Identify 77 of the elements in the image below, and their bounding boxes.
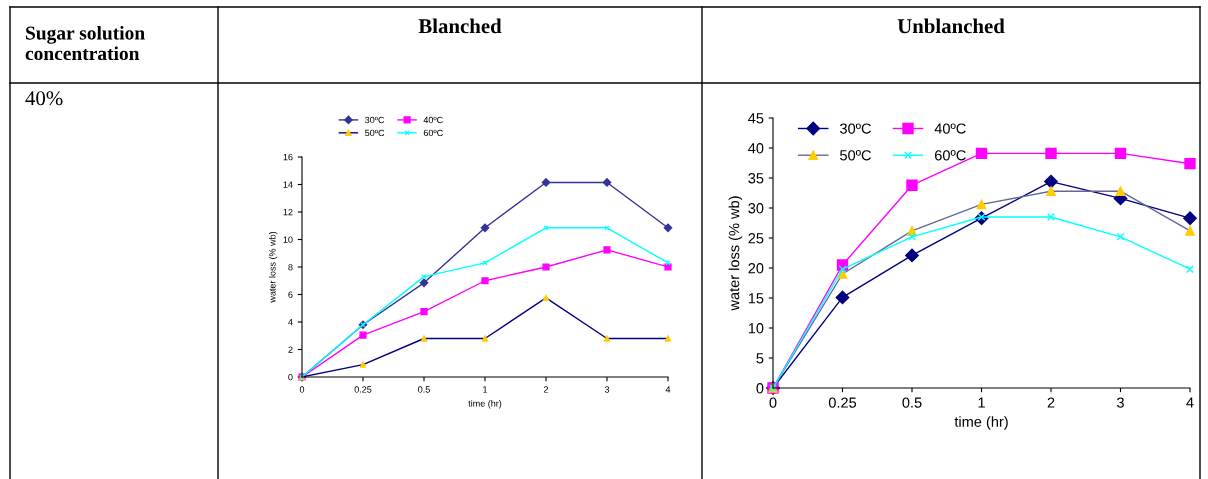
point: [838, 265, 847, 274]
point: [1184, 157, 1196, 170]
point: [420, 308, 428, 316]
point: [1116, 232, 1125, 241]
point: [1185, 265, 1195, 274]
chart-title: Unblanched: [897, 18, 1005, 34]
y-tick-label: 45: [748, 113, 764, 124]
legend-label: 30ºC: [840, 123, 871, 134]
x-tick-label: 3: [1117, 397, 1124, 408]
point: [835, 290, 850, 305]
point: [905, 248, 919, 263]
point: [542, 263, 550, 271]
x-tick-label: 0.5: [902, 397, 922, 408]
text: 40%: [25, 91, 63, 106]
point: [604, 225, 610, 231]
y-tick-label: 25: [748, 233, 764, 244]
point: [602, 178, 612, 187]
y-axis-title: water loss (% wb): [268, 231, 278, 303]
point: [975, 147, 988, 160]
y-tick-label: 20: [748, 263, 764, 274]
point: [419, 278, 429, 288]
x-tick-label: 2: [543, 386, 549, 393]
y-tick-label: 15: [748, 293, 764, 304]
legend-label: 40ºC: [423, 116, 443, 124]
chart-title: Blanched: [418, 18, 502, 34]
y-tick-label: 2: [288, 346, 293, 353]
y-tick-label: 35: [748, 173, 764, 184]
point: [663, 223, 673, 233]
x-tick-label: 0: [299, 386, 305, 393]
x-tick-label: 0.5: [418, 386, 430, 393]
point: [907, 232, 917, 241]
point: [421, 273, 427, 280]
x-tick-label: 1: [483, 386, 488, 393]
y-tick-label: 0: [288, 373, 293, 381]
legend-label: 50ºC: [365, 129, 385, 137]
point: [1183, 211, 1197, 226]
x-tick-label: 0.25: [354, 386, 372, 393]
point: [603, 246, 611, 254]
y-tick-label: 5: [756, 353, 764, 364]
text: Sugar solution concentration: [25, 25, 145, 61]
x-tick-label: 4: [1186, 397, 1194, 408]
y-tick-label: 4: [288, 319, 293, 326]
point: [481, 277, 489, 285]
legend-label: 40ºC: [934, 123, 966, 134]
point: [359, 331, 367, 339]
y-tick-label: 40: [748, 143, 764, 154]
x-tick-label: 0.25: [828, 397, 857, 408]
y-tick-label: 16: [283, 153, 293, 161]
y-tick-label: 30: [748, 203, 764, 214]
y-tick-label: 8: [288, 263, 293, 271]
y-tick-label: 10: [283, 236, 293, 243]
legend-label: 60ºC: [935, 150, 966, 161]
point: [1044, 174, 1058, 189]
x-tick-label: 4: [665, 386, 671, 393]
legend-label: 60ºC: [423, 129, 443, 137]
legend-label: 50ºC: [840, 150, 871, 161]
x-tick-label: 0: [769, 397, 777, 408]
point: [541, 178, 551, 187]
point: [1045, 147, 1057, 160]
point: [664, 263, 672, 271]
x-axis-title: time (hr): [468, 400, 502, 409]
point: [543, 225, 549, 231]
point: [1114, 147, 1127, 160]
x-axis-title: time (hr): [954, 416, 1008, 430]
point: [480, 223, 490, 233]
point: [906, 179, 918, 191]
x-tick-label: 2: [1047, 397, 1055, 408]
legend-label: 30ºC: [365, 116, 385, 124]
y-tick-label: 12: [283, 208, 293, 216]
x-tick-label: 3: [604, 386, 610, 393]
point: [1046, 212, 1056, 222]
y-tick-label: 14: [283, 181, 293, 188]
point: [482, 260, 488, 266]
y-axis-title: water loss (% wb): [728, 196, 743, 311]
y-tick-label: 6: [288, 291, 293, 298]
y-tick-label: 10: [748, 323, 764, 334]
x-tick-label: 1: [978, 397, 985, 408]
